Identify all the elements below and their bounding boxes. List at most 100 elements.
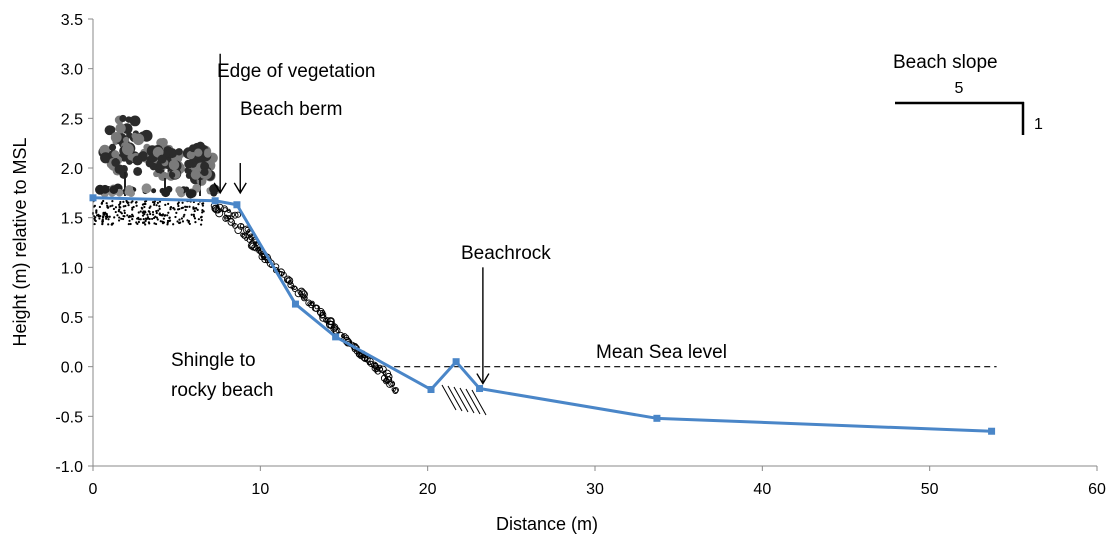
sediment-dot bbox=[147, 221, 151, 224]
sediment-dot bbox=[179, 221, 182, 224]
sediment-dot bbox=[107, 218, 110, 221]
x-tick-label: 30 bbox=[586, 481, 604, 498]
sediment-dot bbox=[142, 217, 145, 221]
x-tick-label: 50 bbox=[921, 481, 939, 498]
sediment-dot bbox=[137, 220, 140, 224]
x-tick-label: 60 bbox=[1088, 481, 1106, 498]
sediment-dot bbox=[151, 213, 155, 216]
shrub bbox=[165, 185, 173, 193]
sediment-dot bbox=[129, 222, 132, 226]
sediment-dot bbox=[180, 206, 183, 210]
sediment-dot bbox=[188, 222, 191, 226]
y-tick-label: 3.5 bbox=[61, 12, 83, 29]
sediment-dot bbox=[175, 211, 178, 214]
pebble bbox=[294, 289, 303, 298]
sediment-dot bbox=[192, 207, 195, 210]
sediment-dot bbox=[140, 206, 143, 210]
shingle-label-line1: Shingle to bbox=[171, 350, 256, 371]
tree-leaf bbox=[194, 148, 203, 157]
y-tick-label: -1.0 bbox=[55, 459, 83, 476]
beachrock-hatching bbox=[441, 384, 487, 416]
shrub bbox=[151, 188, 157, 194]
sediment-dot bbox=[178, 218, 181, 221]
sediment-dot bbox=[166, 223, 169, 226]
y-tick-label: 0.5 bbox=[61, 310, 83, 327]
sediment-dot bbox=[100, 202, 103, 205]
sediment-dot bbox=[113, 216, 116, 219]
beachrock-arrow-head bbox=[476, 373, 490, 385]
sediment-dot bbox=[201, 211, 204, 214]
profile-point bbox=[988, 427, 996, 435]
sediment-dot bbox=[118, 216, 121, 219]
beach-slope-title: Beach slope bbox=[893, 52, 998, 73]
sediment-dot bbox=[185, 205, 189, 209]
annotation-arrows bbox=[213, 53, 490, 385]
sediment-dot bbox=[120, 217, 123, 220]
tree-leaf bbox=[121, 143, 134, 156]
tree-leaf bbox=[186, 150, 196, 160]
profile-point bbox=[291, 300, 299, 308]
sediment-dot bbox=[106, 206, 110, 209]
sediment-dot bbox=[143, 213, 146, 216]
sediment-dot bbox=[131, 200, 134, 203]
sediment-dot bbox=[201, 204, 205, 207]
sediment-dot bbox=[135, 221, 138, 224]
beach-berm-arrow-head bbox=[233, 182, 247, 195]
sediment-dot bbox=[114, 206, 118, 209]
tree-leaf bbox=[126, 132, 133, 139]
pebble bbox=[285, 277, 291, 283]
pebble bbox=[323, 317, 329, 323]
pebble bbox=[326, 320, 335, 329]
profile-point bbox=[211, 197, 219, 205]
pebble bbox=[305, 299, 313, 307]
pebble bbox=[364, 357, 369, 362]
sediment-dot bbox=[102, 211, 105, 214]
sediment-dot bbox=[158, 200, 162, 203]
sediment-dot bbox=[106, 215, 109, 218]
sediment-dot bbox=[125, 199, 128, 202]
profile-point bbox=[89, 194, 97, 202]
shrub bbox=[109, 185, 119, 195]
sediment-dot bbox=[152, 216, 156, 220]
sediment-dot bbox=[139, 210, 142, 213]
sediment-dot bbox=[155, 209, 158, 213]
hatch-line bbox=[441, 384, 457, 411]
pebble bbox=[279, 271, 284, 276]
sediment-dot bbox=[199, 216, 203, 219]
sediment-dot bbox=[183, 213, 186, 216]
sediment-dot bbox=[194, 207, 198, 210]
sediment-dot bbox=[114, 210, 117, 214]
sediment-dot bbox=[123, 211, 126, 215]
y-tick-label: 1.5 bbox=[61, 211, 83, 228]
sediment-dot bbox=[95, 214, 99, 217]
sediment-dot bbox=[158, 212, 161, 215]
sediment-dot bbox=[194, 221, 197, 224]
sediment-dot bbox=[110, 223, 114, 226]
sediment-dot bbox=[164, 203, 167, 206]
sediment-dot bbox=[93, 204, 97, 207]
sediment-dot bbox=[112, 207, 116, 211]
tree-leaf bbox=[119, 114, 127, 123]
sediment-dot bbox=[104, 215, 107, 218]
sediment-dot bbox=[190, 213, 193, 216]
sediment-dot bbox=[196, 208, 199, 211]
sediment-dot bbox=[127, 201, 130, 204]
profile-point bbox=[653, 414, 661, 422]
tree-leaf bbox=[157, 154, 167, 164]
pebble bbox=[228, 217, 234, 223]
hatch-line bbox=[459, 387, 475, 414]
sediment-dot bbox=[188, 205, 191, 208]
sediment-dot bbox=[176, 208, 180, 211]
sediment-dot bbox=[142, 210, 145, 213]
sediment-dot bbox=[98, 205, 101, 209]
tree-leaf bbox=[131, 132, 138, 140]
y-tick-label: 2.0 bbox=[61, 161, 83, 178]
x-axis-ticks: 0 10 20 30 40 50 60 bbox=[89, 466, 1106, 498]
sediment-dot bbox=[137, 211, 140, 214]
tree-leaf bbox=[132, 155, 143, 166]
y-tick-label: 2.5 bbox=[61, 111, 83, 128]
pebble bbox=[382, 370, 387, 375]
sediment-dot bbox=[116, 214, 119, 217]
beach-slope-symbol bbox=[895, 101, 1025, 135]
tree-leaf bbox=[111, 150, 120, 159]
